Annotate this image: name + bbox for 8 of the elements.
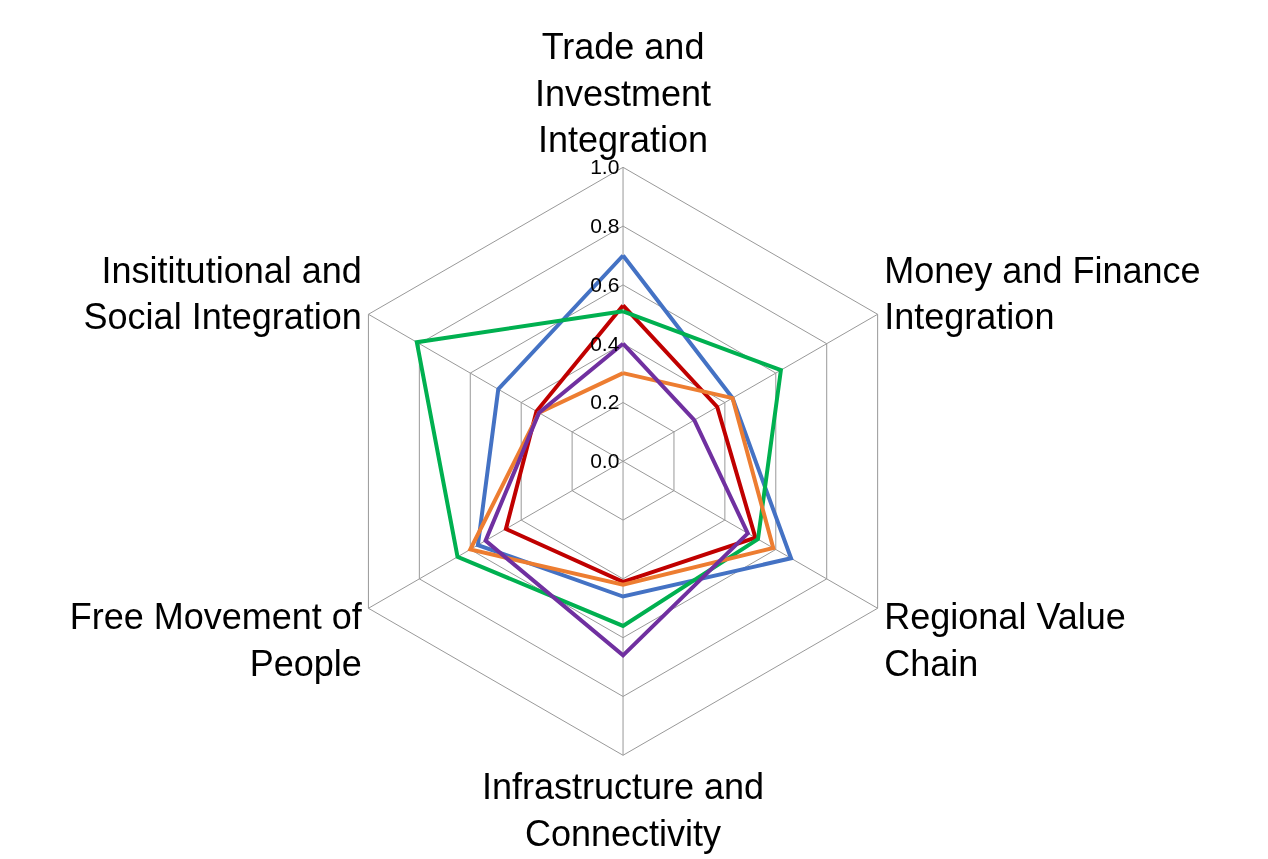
y-tick-label: 0.2 [590, 390, 620, 414]
spoke-label: Money and Finance Integration [884, 249, 1201, 338]
spoke-label: Infrastructure and Connectivity [481, 765, 765, 854]
spoke-label: Free Movement of People [69, 596, 363, 685]
y-tick-label: 0.8 [590, 213, 620, 237]
spoke-label: Insititutional and Social Integration [83, 249, 362, 338]
y-tick-label: 0.0 [590, 449, 620, 473]
spoke-label: Regional Value Chain [884, 596, 1126, 685]
